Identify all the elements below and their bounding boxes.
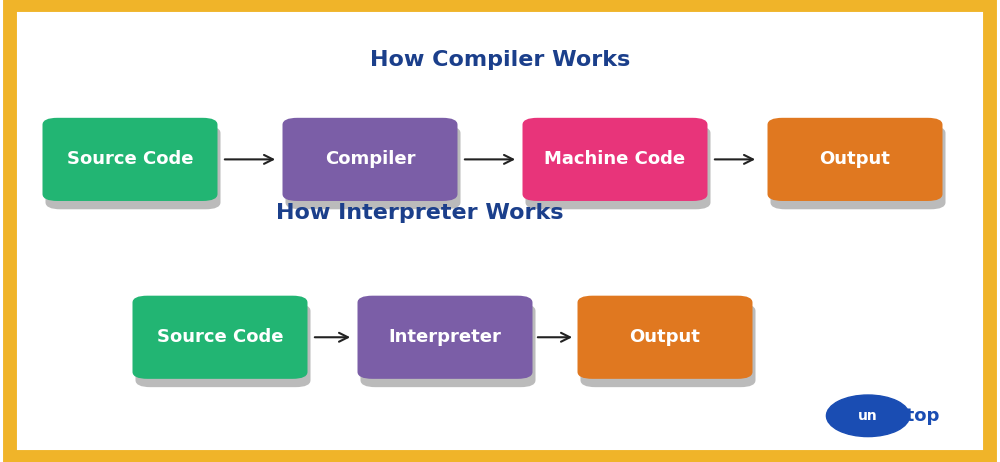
FancyBboxPatch shape <box>770 126 946 209</box>
FancyBboxPatch shape <box>522 118 708 201</box>
Text: Machine Code: Machine Code <box>544 151 686 168</box>
FancyBboxPatch shape <box>361 304 536 387</box>
FancyBboxPatch shape <box>43 118 218 201</box>
FancyBboxPatch shape <box>578 296 753 379</box>
FancyBboxPatch shape <box>136 304 310 387</box>
FancyBboxPatch shape <box>132 296 308 379</box>
Text: Output: Output <box>820 151 890 168</box>
Text: un: un <box>858 409 878 423</box>
Text: Source Code: Source Code <box>157 328 283 346</box>
Text: Output: Output <box>630 328 700 346</box>
Text: How Interpreter Works: How Interpreter Works <box>276 202 564 223</box>
Text: Source Code: Source Code <box>67 151 193 168</box>
FancyBboxPatch shape <box>580 304 756 387</box>
Text: stop: stop <box>895 407 940 425</box>
FancyBboxPatch shape <box>46 126 220 209</box>
FancyBboxPatch shape <box>283 118 457 201</box>
FancyBboxPatch shape <box>526 126 710 209</box>
Text: Compiler: Compiler <box>325 151 415 168</box>
FancyBboxPatch shape <box>286 126 460 209</box>
FancyBboxPatch shape <box>768 118 942 201</box>
FancyBboxPatch shape <box>358 296 532 379</box>
Text: How Compiler Works: How Compiler Works <box>370 50 630 70</box>
Ellipse shape <box>826 395 910 437</box>
Text: Interpreter: Interpreter <box>389 328 501 346</box>
